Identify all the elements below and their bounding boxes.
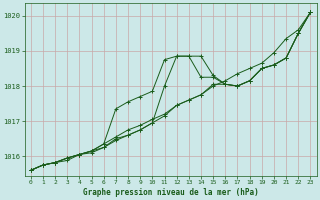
X-axis label: Graphe pression niveau de la mer (hPa): Graphe pression niveau de la mer (hPa) <box>83 188 259 197</box>
